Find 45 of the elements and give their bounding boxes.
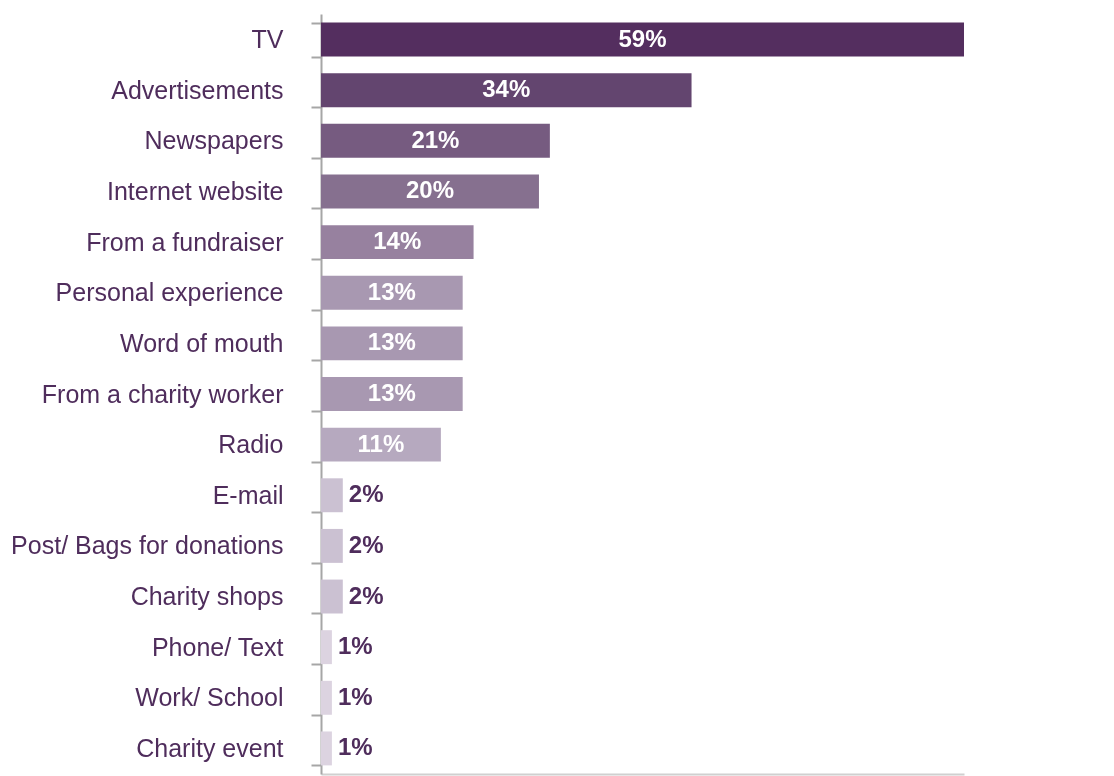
y-tick-label: Personal experience <box>55 278 284 307</box>
bar <box>321 174 539 209</box>
data-label: 34% <box>482 75 531 103</box>
data-label: 2% <box>348 581 384 609</box>
bar <box>321 225 474 260</box>
y-tick-label: From a charity worker <box>41 379 284 408</box>
data-label: 1% <box>337 733 373 761</box>
bar <box>321 579 343 614</box>
data-label: 59% <box>618 24 667 52</box>
data-label: 11% <box>357 429 405 457</box>
bar <box>321 528 343 563</box>
y-tick-label: Advertisements <box>111 75 284 104</box>
data-label: 1% <box>337 632 373 660</box>
bar <box>321 123 550 158</box>
bar <box>321 731 332 766</box>
y-tick-label: Charity shops <box>130 582 284 611</box>
y-tick-label: From a fundraiser <box>86 227 284 256</box>
bar <box>321 680 332 715</box>
data-label: 13% <box>367 277 416 305</box>
bar <box>321 427 441 462</box>
data-label: 2% <box>348 530 384 558</box>
y-tick-label: E-mail <box>212 480 284 509</box>
bar <box>321 275 463 310</box>
data-label: 20% <box>405 176 455 204</box>
data-label: 13% <box>367 379 416 406</box>
data-label: 2% <box>348 480 384 508</box>
y-tick-label: Newspapers <box>144 126 284 155</box>
bar <box>321 22 964 57</box>
y-tick-label: Radio <box>218 430 284 459</box>
y-tick-label: Phone/ Text <box>151 632 284 661</box>
y-tick-label: Word of mouth <box>119 328 284 357</box>
y-tick-label: Internet website <box>107 176 284 205</box>
y-tick-label: Work/ School <box>135 683 284 712</box>
data-label: 21% <box>411 125 460 153</box>
data-label: 1% <box>337 682 373 710</box>
data-label: 13% <box>367 328 416 356</box>
bar <box>321 73 692 108</box>
y-tick-label: Charity event <box>136 733 284 762</box>
y-tick-label: TV <box>251 25 284 54</box>
bar <box>321 630 332 665</box>
bar <box>321 326 463 361</box>
y-tick-label: Post/ Bags for donations <box>11 531 284 560</box>
data-label: 14% <box>373 227 422 255</box>
bar <box>321 377 463 411</box>
bar <box>321 478 343 513</box>
